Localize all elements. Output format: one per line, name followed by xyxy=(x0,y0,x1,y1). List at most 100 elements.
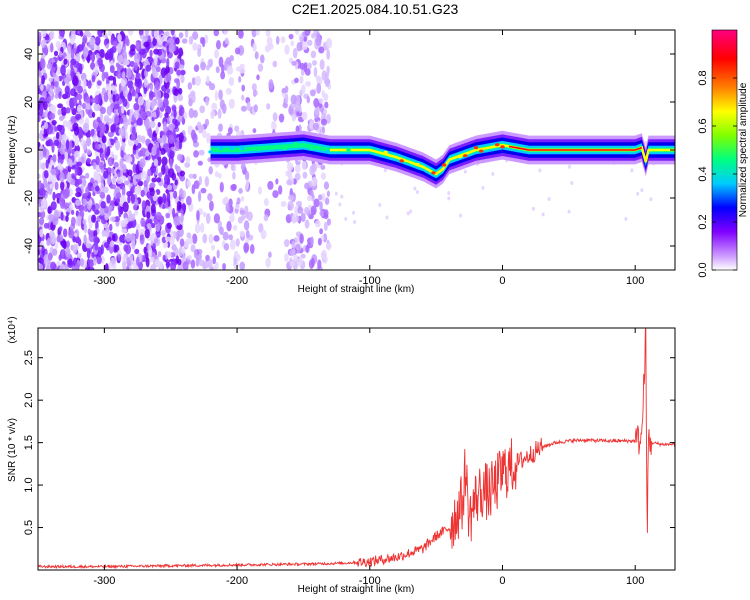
speckle-dot xyxy=(120,150,124,159)
speckle-dot xyxy=(110,151,115,159)
spectrogram-y-axis: -40 -20 0 20 40 xyxy=(23,48,675,254)
speckle-dot xyxy=(202,129,207,139)
speckle-dot xyxy=(152,243,156,250)
snr-frame xyxy=(37,327,676,571)
speckle-dot xyxy=(406,211,410,216)
speckle-dot xyxy=(146,211,151,220)
speckle-dot xyxy=(227,127,233,135)
speckle-dot xyxy=(94,36,101,46)
speckle-dot xyxy=(154,55,158,66)
speckle-dot xyxy=(62,240,67,250)
speckle-dot xyxy=(123,122,128,131)
speckle-dot xyxy=(112,40,118,48)
speckle-dot xyxy=(38,217,45,226)
speckle-dot xyxy=(220,70,226,80)
speckle-dot xyxy=(256,74,260,81)
speckle-dot xyxy=(38,132,44,140)
speckle-dot xyxy=(241,84,246,92)
cb-tick-label-3: 0.6 xyxy=(697,118,709,133)
speckle-dot xyxy=(58,91,62,100)
speckle-dot xyxy=(80,156,85,164)
speckle-dot xyxy=(246,101,251,112)
speckle-dot xyxy=(67,45,72,55)
speckle-dot xyxy=(311,33,316,39)
speckle-dot xyxy=(94,185,100,192)
speckle-dot xyxy=(272,190,279,199)
colorbar-ticks: 0.0 0.2 0.4 0.6 0.8 xyxy=(697,70,737,278)
speckle-dot xyxy=(38,115,41,123)
speckle-dot xyxy=(139,48,146,56)
speckle-dot xyxy=(154,89,162,101)
speckle-dot xyxy=(326,218,331,226)
speckle-dot xyxy=(140,135,146,144)
speckle-dot xyxy=(58,50,63,58)
speckle-dot xyxy=(168,207,174,215)
speckle-dot xyxy=(112,175,116,184)
x-tick-label-1: -200 xyxy=(226,275,248,287)
speckle-dot xyxy=(135,163,140,175)
speckle-dot xyxy=(69,159,73,168)
speckle-dot xyxy=(145,257,150,268)
speckle-dot xyxy=(253,89,258,97)
speckle-dot xyxy=(59,115,64,121)
speckle-dot xyxy=(99,63,105,73)
speckle-dot xyxy=(206,132,211,144)
speckle-dot xyxy=(284,85,289,94)
speckle-dot xyxy=(326,49,331,60)
speckle-dot xyxy=(156,66,161,73)
speckle-dot xyxy=(174,163,178,170)
speckle-dot xyxy=(208,233,214,244)
speckle-dot xyxy=(60,211,64,221)
speckle-dot xyxy=(135,41,142,52)
speckle-dot xyxy=(85,186,89,197)
speckle-dot xyxy=(106,49,113,60)
speckle-dot xyxy=(51,120,57,126)
speckle-dot xyxy=(321,70,327,81)
speckle-dot xyxy=(491,172,495,177)
speckle-dot xyxy=(91,74,96,83)
speckle-dot xyxy=(131,213,136,221)
speckle-dot xyxy=(299,233,304,244)
speckle-dot xyxy=(304,182,310,190)
speckle-dot xyxy=(171,172,177,181)
speckle-dot xyxy=(101,70,106,82)
speckle-dot xyxy=(47,252,53,261)
speckle-dot xyxy=(194,75,202,87)
speckle-dot xyxy=(155,223,161,232)
speckle-dot xyxy=(268,79,274,90)
speckle-dot xyxy=(67,207,73,213)
speckle-dot xyxy=(84,30,90,36)
speckle-dot xyxy=(44,48,49,56)
speckle-dot xyxy=(127,169,133,176)
speckle-dot xyxy=(113,154,118,161)
speckle-dot xyxy=(134,210,139,216)
speckle-dot xyxy=(106,105,112,116)
speckle-dot xyxy=(63,202,70,208)
speckle-dot xyxy=(103,39,108,46)
ridge-blob xyxy=(309,146,314,151)
speckle-dot xyxy=(292,47,298,59)
speckle-dot xyxy=(135,223,141,232)
speckle-dot xyxy=(313,66,318,78)
speckle-dot xyxy=(90,128,95,137)
speckle-dot xyxy=(314,105,320,116)
speckle-dot xyxy=(131,133,136,142)
speckle-dot xyxy=(101,135,107,144)
x-tick-label-0: -300 xyxy=(93,275,115,287)
speckle-dot xyxy=(61,154,66,160)
speckle-dot xyxy=(312,60,317,66)
speckle-dot xyxy=(114,93,120,102)
speckle-dot xyxy=(219,226,224,236)
speckle-dot xyxy=(50,261,57,270)
speckle-dot xyxy=(107,157,114,167)
speckle-dot xyxy=(57,103,63,109)
speckle-dot xyxy=(251,30,257,38)
speckle-dot xyxy=(222,231,229,241)
speckle-dot xyxy=(226,220,232,232)
speckle-dot xyxy=(186,179,191,188)
ridge-blob xyxy=(494,143,500,147)
speckle-dot xyxy=(186,254,192,261)
speckle-dot xyxy=(164,236,172,242)
speckle-dot xyxy=(116,197,121,204)
speckle-dot xyxy=(82,218,87,225)
